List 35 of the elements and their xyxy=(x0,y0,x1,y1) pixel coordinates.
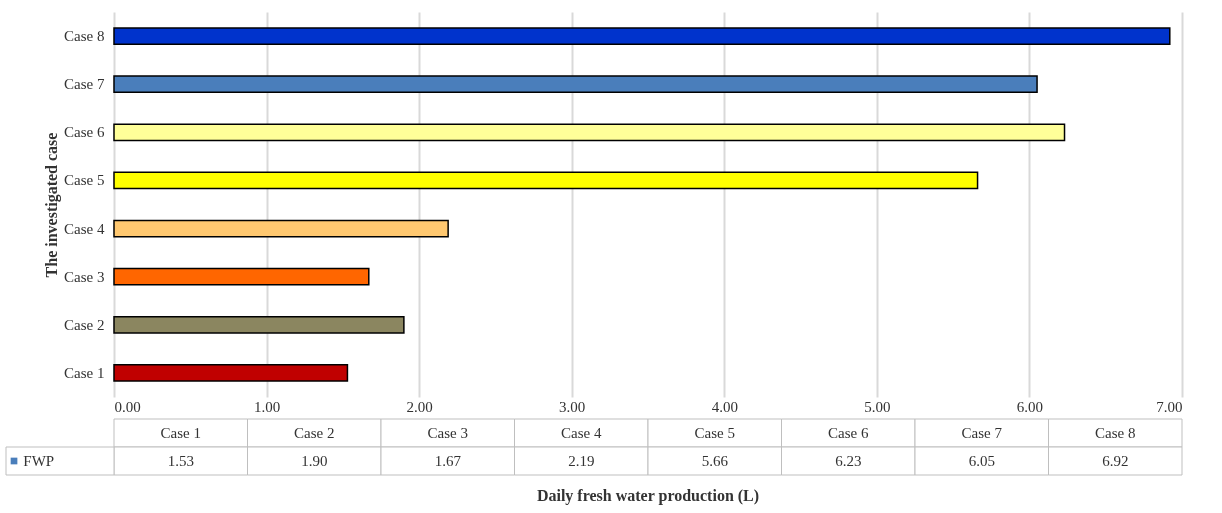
y-tick-label: Case 8 xyxy=(64,28,105,45)
y-tick-label: Case 7 xyxy=(64,76,105,93)
text: 1.90 xyxy=(301,453,328,469)
category-label: Case 8 xyxy=(1095,425,1136,441)
x-tick-label: 4.00 xyxy=(711,398,738,415)
x-tick-label: 2.00 xyxy=(406,398,433,415)
x-tick-label: 0.00 xyxy=(114,398,141,415)
y-tick-label: Case 3 xyxy=(64,268,105,285)
y-tick-label: Case 6 xyxy=(64,124,105,141)
x-tick-label: 6.00 xyxy=(1016,398,1044,415)
category-label: Case 2 xyxy=(294,425,335,441)
y-tick-label: Case 2 xyxy=(64,316,105,333)
category-label: Case 5 xyxy=(694,425,735,441)
y-tick-label: Case 1 xyxy=(64,364,105,381)
text: 6.92 xyxy=(1102,453,1129,469)
y-tick-label: Case 5 xyxy=(64,172,105,189)
category-label: Case 1 xyxy=(160,425,201,441)
x-tick-label: 7.00 xyxy=(1156,398,1183,415)
x-tick-label: 3.00 xyxy=(559,398,586,415)
x-tick-label: 1.00 xyxy=(253,398,281,415)
y-tick-label: Case 4 xyxy=(64,220,105,237)
text: 5.66 xyxy=(701,453,728,469)
text: 6.23 xyxy=(835,453,862,469)
category-label: Case 6 xyxy=(828,425,869,441)
x-axis-title: Daily fresh water production (L) xyxy=(536,486,760,505)
text: 1.67 xyxy=(434,453,461,469)
legend-label: FWP xyxy=(23,453,55,469)
text: 6.05 xyxy=(968,453,995,469)
text: 2.19 xyxy=(568,453,595,469)
y-axis-title: The investigated case xyxy=(43,132,62,278)
x-tick-label: 5.00 xyxy=(864,398,891,415)
category-label: Case 7 xyxy=(961,425,1002,441)
text: 1.53 xyxy=(167,453,194,469)
category-label: Case 4 xyxy=(561,425,602,441)
category-label: Case 3 xyxy=(427,425,468,441)
